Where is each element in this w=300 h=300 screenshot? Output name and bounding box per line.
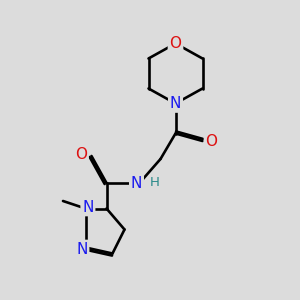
- Text: O: O: [169, 36, 181, 51]
- Text: O: O: [75, 147, 87, 162]
- Text: N: N: [170, 96, 181, 111]
- Text: H: H: [150, 176, 160, 190]
- Text: N: N: [76, 242, 88, 256]
- Text: O: O: [206, 134, 218, 148]
- Text: N: N: [131, 176, 142, 190]
- Text: N: N: [82, 200, 94, 214]
